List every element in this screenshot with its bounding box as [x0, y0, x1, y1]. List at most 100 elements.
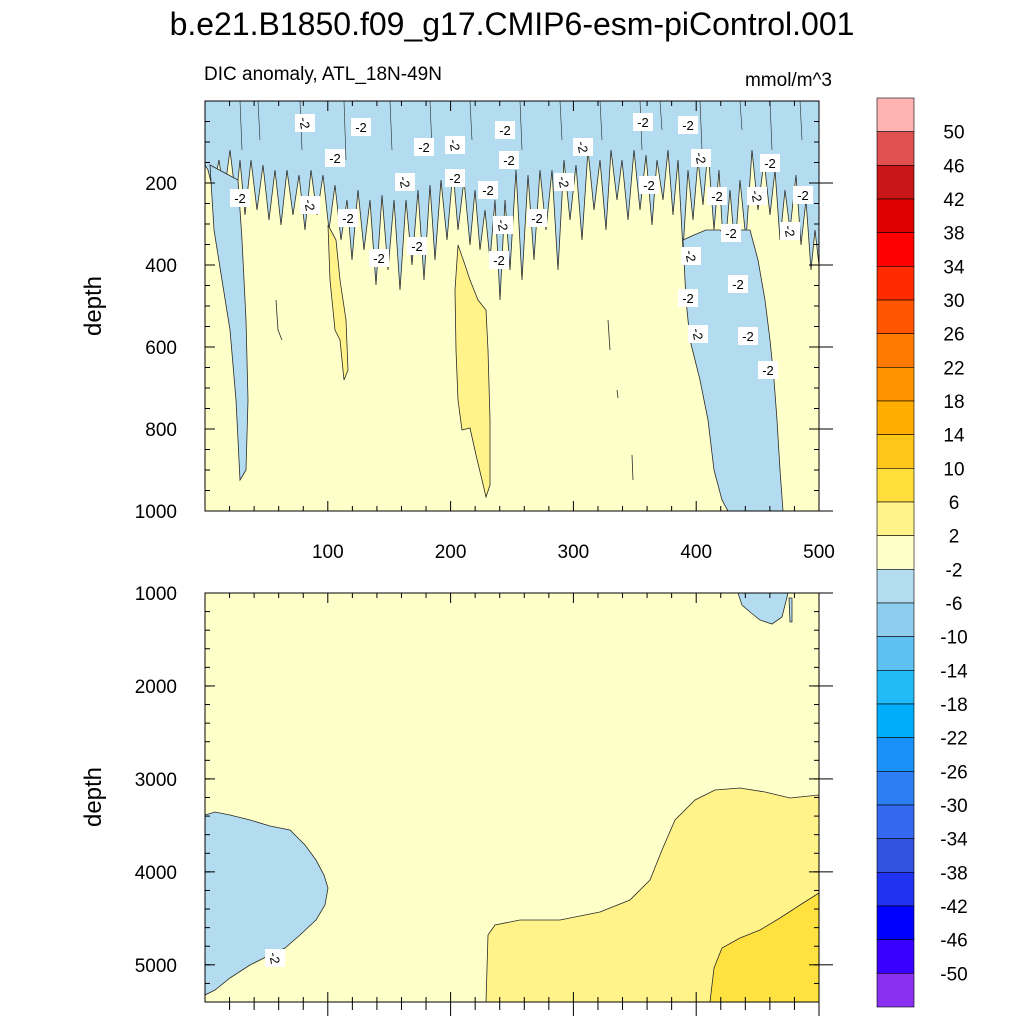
colorbar-swatch: [876, 232, 915, 267]
colorbar-swatch: [876, 535, 915, 570]
contour-label: -2: [266, 951, 283, 965]
y-tick-label: 400: [145, 256, 177, 277]
colorbar-swatch: [876, 636, 915, 671]
contour-label-bg: [639, 176, 659, 194]
contour-label: -2: [781, 224, 798, 238]
contour-label-bg: [738, 327, 758, 345]
colorbar-label: -50: [940, 964, 967, 985]
colorbar-label: 34: [943, 257, 965, 278]
colorbar-swatch: [876, 939, 915, 974]
colorbar-label: -14: [940, 661, 968, 682]
contour-label-bg: [728, 275, 748, 293]
contour-label-bg: [499, 151, 519, 169]
contour-label-bg: [691, 149, 711, 167]
contour-label-bg: [338, 209, 358, 227]
x-tick-label: 100: [312, 542, 344, 563]
contour-label-bg: [721, 224, 741, 242]
y-tick-label: 1000: [135, 502, 177, 523]
contour-label-bg: [633, 113, 653, 131]
colorbar-label: -30: [940, 796, 967, 817]
colorbar-swatch: [876, 131, 915, 166]
colorbar-swatch: [876, 400, 915, 435]
colorbar-swatch: [876, 737, 915, 772]
contour-label: -2: [692, 151, 709, 165]
contour-label: -2: [748, 189, 765, 203]
contour-label-bg: [707, 187, 727, 205]
contour-label: -2: [499, 123, 511, 138]
contour-label: -2: [446, 138, 463, 152]
y-tick-label: 5000: [135, 956, 177, 977]
contour-label: -2: [329, 151, 341, 166]
contour-label: -2: [682, 118, 694, 133]
contour-label: -2: [574, 140, 591, 154]
colorbar-label: -2: [946, 560, 963, 581]
x-tick-label: 400: [680, 542, 712, 563]
contour-label-bg: [527, 209, 547, 227]
contour-label-bg: [678, 289, 698, 307]
contour-label: -2: [342, 211, 354, 226]
y-tick-label: 1000: [135, 584, 177, 605]
contour-label-bg: [747, 187, 767, 205]
lower-negative-patch: [737, 593, 793, 625]
contour-label: -2: [682, 249, 699, 263]
y-tick-label: 4000: [135, 863, 177, 884]
colorbar-label: -22: [940, 729, 967, 750]
x-tick-label: 500: [803, 542, 835, 563]
colorbar-swatch: [876, 299, 915, 334]
colorbar-label: 42: [943, 190, 964, 211]
colorbar-label: 18: [943, 392, 964, 413]
contour-label-bg: [780, 222, 800, 240]
chart-title: b.e21.B1850.f09_g17.CMIP6-esm-piControl.…: [170, 6, 855, 42]
x-tick-label: 200: [435, 542, 467, 563]
colorbar-label: 46: [943, 156, 964, 177]
contour-label-bg: [478, 181, 498, 199]
colorbar-swatch: [876, 703, 915, 738]
colorbar-swatch: [876, 872, 915, 907]
contour-label: -2: [531, 211, 543, 226]
contour-label-bg: [265, 949, 285, 967]
contour-label: -2: [396, 175, 413, 189]
colorbar-label: 10: [943, 459, 964, 480]
colorbar-label: -26: [940, 762, 967, 783]
contour-label-bg: [573, 138, 593, 156]
colorbar-label: -6: [946, 594, 963, 615]
colorbar-swatch: [876, 266, 915, 301]
colorbar-label: 14: [943, 426, 965, 447]
contour-label-bg: [760, 154, 780, 172]
contour-label: -2: [762, 363, 774, 378]
y-tick-label: 200: [145, 174, 177, 195]
contour-label-bg: [407, 237, 427, 255]
contour-label: -2: [296, 116, 313, 130]
lower-plot-field: [205, 593, 819, 1002]
upper-negative-tongue-left: [209, 164, 249, 482]
contour-label-bg: [493, 216, 513, 234]
contour-label: -2: [797, 188, 809, 203]
contour-label-bg: [369, 249, 389, 267]
colorbar-label: -46: [940, 931, 967, 952]
contour-label: -2: [689, 327, 706, 341]
x-tick-label: 300: [558, 542, 590, 563]
colorbar-label: 26: [943, 325, 964, 346]
contour-label: -2: [449, 171, 461, 186]
colorbar-swatch: [876, 468, 915, 503]
lower-ylabel: depth: [80, 767, 107, 827]
contour-label: -2: [493, 253, 505, 268]
contour-label: -2: [742, 329, 754, 344]
contour-label-bg: [554, 173, 574, 191]
contour-label: -2: [732, 277, 744, 292]
colorbar-swatch: [876, 569, 915, 604]
colorbar-swatch: [876, 97, 915, 132]
contour-label: -2: [764, 156, 776, 171]
contour-label-bg: [688, 325, 708, 343]
lower-contour-labels: -2: [265, 949, 285, 967]
upper-negative-band: [205, 101, 819, 301]
colorbar: 50 46 42 38 34 30 26 22 18 14 10 6 2 -2 -6 -10 -14 -18 -22…: [876, 97, 968, 1008]
contour-label: -2: [355, 120, 367, 135]
contour-label: -2: [234, 191, 246, 206]
contour-label: -2: [711, 189, 723, 204]
contour-label-bg: [489, 251, 509, 269]
contour-label-bg: [445, 169, 465, 187]
colorbar-swatch: [876, 804, 915, 839]
contour-label-bg: [351, 118, 371, 136]
